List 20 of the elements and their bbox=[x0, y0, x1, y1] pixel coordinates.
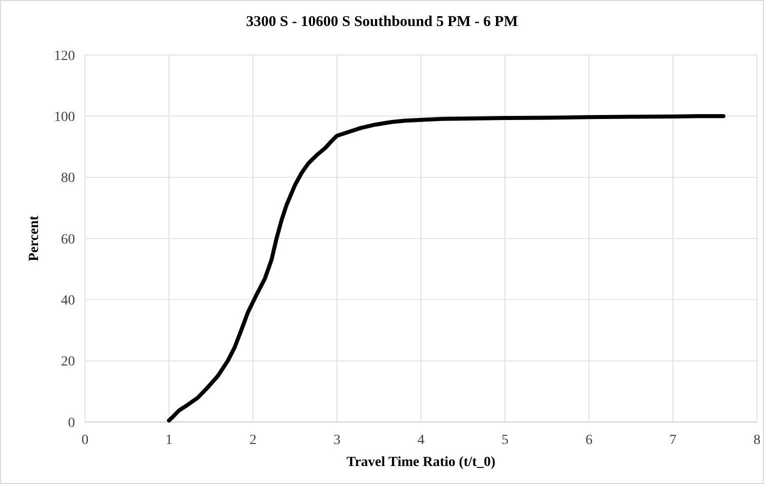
x-tick-label: 6 bbox=[586, 433, 592, 448]
y-axis-title: Percent bbox=[27, 215, 42, 262]
chart-title: 3300 S - 10600 S Southbound 5 PM - 6 PM bbox=[246, 14, 518, 30]
y-tick-label: 20 bbox=[61, 354, 75, 370]
y-tick-label: 80 bbox=[61, 171, 75, 186]
x-tick-label: 2 bbox=[250, 433, 256, 448]
x-tick-label: 7 bbox=[670, 433, 676, 448]
y-tick-label: 40 bbox=[61, 294, 75, 309]
x-tick-label: 4 bbox=[418, 433, 424, 448]
y-tick-label: 0 bbox=[68, 416, 75, 431]
x-tick-label: 0 bbox=[82, 433, 88, 448]
line-series bbox=[167, 114, 726, 422]
y-tick-label: 120 bbox=[54, 48, 75, 64]
y-tick-label: 60 bbox=[61, 232, 75, 248]
x-tick-label: 5 bbox=[502, 433, 508, 448]
y-tick-label: 100 bbox=[54, 110, 75, 126]
x-axis-title: Travel Time Ratio (t/t_0) bbox=[346, 455, 496, 470]
x-tick-label: 8 bbox=[754, 433, 760, 448]
x-tick-label: 3 bbox=[334, 433, 340, 448]
x-tick-label: 1 bbox=[166, 433, 172, 448]
